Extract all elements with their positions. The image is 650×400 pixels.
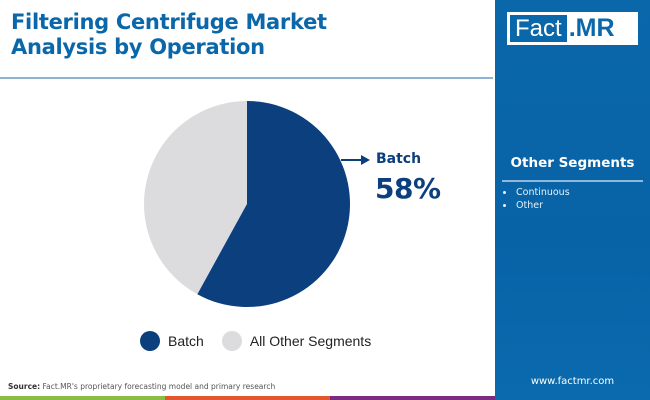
callout-label: Batch — [376, 151, 422, 167]
other-segments-list: Continuous Other — [503, 186, 570, 212]
title-line-2: Analysis by Operation — [11, 35, 265, 59]
source-text: Fact.MR's proprietary forecasting model … — [42, 382, 276, 391]
chart-legend: Batch All Other Segments — [140, 331, 389, 351]
bullet-icon — [503, 191, 506, 194]
title-divider — [0, 77, 493, 79]
legend-swatch-batch — [140, 331, 160, 351]
legend-label: All Other Segments — [249, 333, 372, 349]
logo-mr: .MR — [568, 14, 615, 42]
legend-label: Batch — [168, 333, 204, 349]
footer-bar-green — [0, 396, 165, 400]
segment-item: Other — [503, 199, 570, 212]
segment-item: Continuous — [503, 186, 570, 199]
legend-item-batch: Batch — [140, 331, 204, 351]
other-segments-divider — [502, 180, 643, 182]
chart-title: Filtering Centrifuge Market Analysis by … — [11, 10, 481, 60]
side-panel: Fact .MR Other Segments Continuous Other… — [495, 0, 650, 400]
segment-label: Other — [516, 200, 543, 211]
other-segments-title: Other Segments — [510, 155, 635, 171]
pie-slice-batch — [197, 101, 350, 307]
arrow-right-icon — [361, 155, 370, 165]
website-link[interactable]: www.factmr.com — [530, 376, 615, 387]
legend-item-other: All Other Segments — [221, 331, 372, 351]
footer-bar-orange — [165, 396, 330, 400]
source-note: Source: Fact.MR's proprietary forecastin… — [8, 382, 275, 391]
callout-value: 58% — [375, 172, 441, 205]
factmr-logo: Fact .MR — [507, 12, 638, 45]
callout-line — [341, 159, 363, 161]
legend-swatch-other — [221, 331, 242, 351]
pie-chart — [144, 101, 350, 307]
source-label: Source: — [8, 382, 41, 391]
logo-fact: Fact — [510, 15, 567, 42]
footer-bar-purple — [330, 396, 495, 400]
bullet-icon — [503, 204, 506, 207]
segment-label: Continuous — [516, 187, 570, 198]
title-line-1: Filtering Centrifuge Market — [11, 10, 327, 34]
